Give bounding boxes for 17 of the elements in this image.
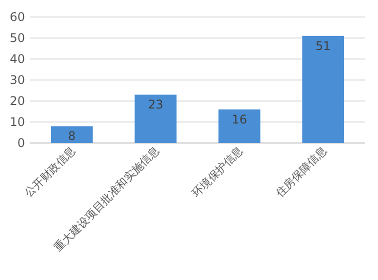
bar — [134, 94, 177, 143]
bar — [218, 109, 260, 143]
x-tick-label: 住房保障信息 — [273, 144, 330, 200]
bar — [302, 36, 344, 143]
data-label: 16 — [232, 112, 248, 126]
y-tick-label: 10 — [10, 115, 25, 129]
data-label: 8 — [68, 129, 76, 144]
y-tick-label: 40 — [10, 52, 25, 66]
y-tick-label: 60 — [10, 10, 25, 24]
y-tick-label: 50 — [10, 31, 25, 45]
y-tick-label: 30 — [10, 73, 25, 87]
x-tick-label: 环境保护信息 — [190, 144, 246, 200]
data-label: 51 — [315, 38, 331, 53]
y-tick-label: 0 — [17, 136, 25, 150]
data-label: 23 — [148, 98, 164, 112]
y-tick-label: 20 — [10, 94, 25, 108]
bar — [50, 126, 93, 143]
